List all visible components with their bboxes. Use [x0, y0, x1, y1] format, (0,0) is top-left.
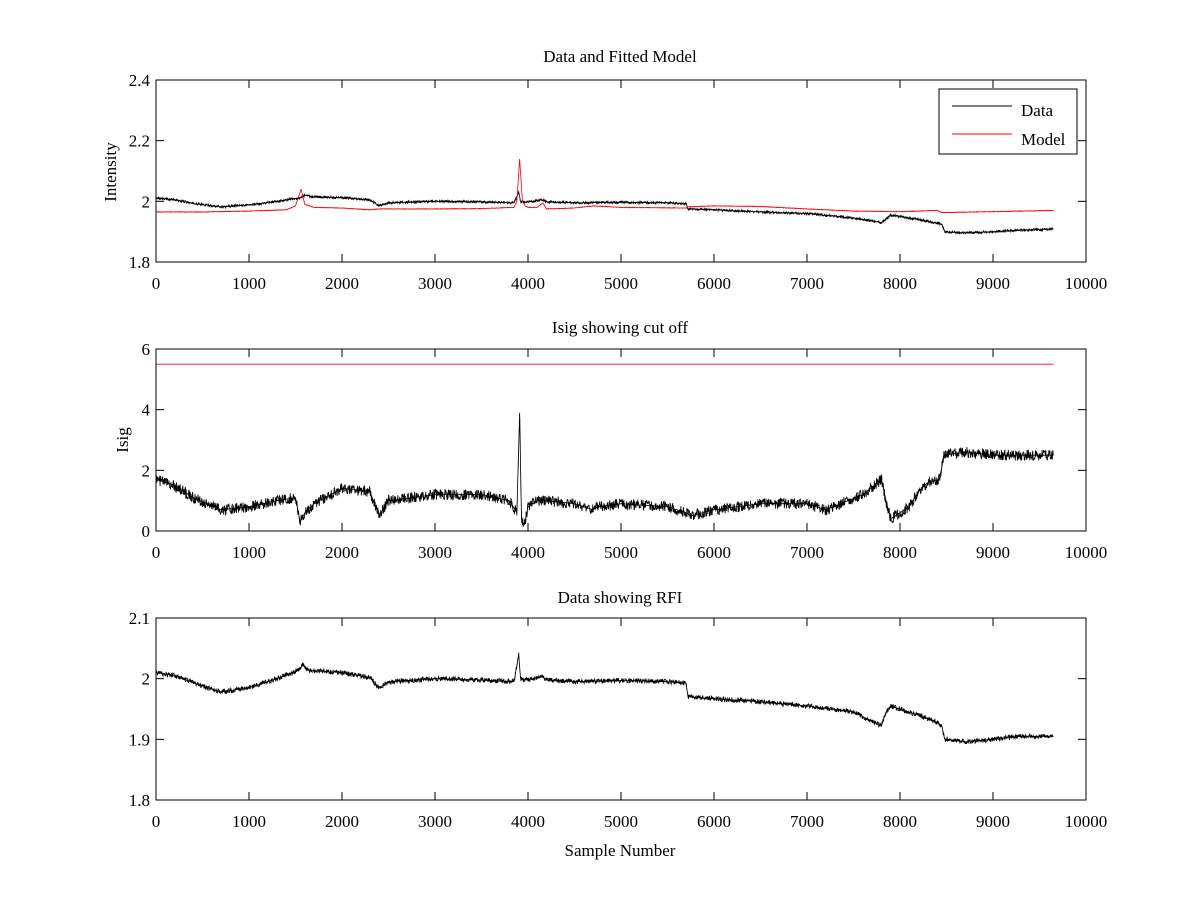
- panel-3-y-tick-label: 1.8: [129, 791, 150, 810]
- panel-3-x-tick-label: 2000: [325, 812, 359, 831]
- panel-1-x-tick-label: 6000: [697, 274, 731, 293]
- chart-legend: Data Model: [938, 88, 1078, 155]
- panel-1-x-tick-label: 7000: [790, 274, 824, 293]
- panel-1-title: Data and Fitted Model: [543, 47, 697, 66]
- panel-3-x-tick-label: 1000: [232, 812, 266, 831]
- panel-3-x-tick-label: 5000: [604, 812, 638, 831]
- panel-3-x-tick-label: 8000: [883, 812, 917, 831]
- panel-2-x-tick-label: 3000: [418, 543, 452, 562]
- panel-1-x-tick-label: 10000: [1065, 274, 1108, 293]
- panel-2-x-tick-label: 1000: [232, 543, 266, 562]
- panel-1-x-tick-label: 5000: [604, 274, 638, 293]
- panel-1-y-tick-label: 1.8: [129, 253, 150, 272]
- panel-1-series-model-line: [155, 158, 1054, 214]
- panel-1-y-axis-label: Intensity: [101, 142, 120, 202]
- panel-3-title: Data showing RFI: [558, 588, 683, 607]
- panel-3-x-tick-label: 0: [152, 812, 161, 831]
- panel-3-x-tick-label: 3000: [418, 812, 452, 831]
- panel-1-x-tick-label: 4000: [511, 274, 545, 293]
- panel-3-plot-area: 0 1000 2000 3000 4000 5000 6000 7000 8000 9000 100…: [129, 609, 1108, 831]
- panel-1: Data and Fitted Model Intensity 0 1000 200…: [101, 47, 1107, 293]
- panel-3-series-data-line: [155, 652, 1054, 745]
- panel-2-plot-area: 0 1000 2000 3000 4000 5000 6000 7000 8000 9000 100…: [142, 340, 1108, 562]
- panel-2-y-tick-label: 2: [142, 461, 151, 480]
- panel-1-x-tick-label: 8000: [883, 274, 917, 293]
- panel-2-x-tick-label: 5000: [604, 543, 638, 562]
- legend-label-model: Model: [1021, 130, 1066, 149]
- panel-2-y-tick-label: 6: [142, 340, 151, 359]
- panel-1-y-tick-label: 2.4: [129, 71, 151, 90]
- panel-2-y-tick-label: 0: [142, 522, 151, 541]
- panel-2-x-tick-label: 4000: [511, 543, 545, 562]
- panel-2: Isig showing cut off Isig 0 1000 2000 3000 4…: [113, 318, 1107, 562]
- panel-1-x-tick-label: 9000: [976, 274, 1010, 293]
- panel-2-x-tick-label: 2000: [325, 543, 359, 562]
- panel-2-y-tick-label: 4: [142, 401, 151, 420]
- panel-1-x-tick-label: 3000: [418, 274, 452, 293]
- panel-3-y-tick-label: 1.9: [129, 730, 150, 749]
- panel-2-x-tick-label: 9000: [976, 543, 1010, 562]
- panel-3-x-tick-label: 4000: [511, 812, 545, 831]
- panel-2-title: Isig showing cut off: [552, 318, 688, 337]
- panel-2-x-tick-label: 0: [152, 543, 161, 562]
- panel-3-x-tick-label: 9000: [976, 812, 1010, 831]
- panel-2-x-tick-label: 10000: [1065, 543, 1108, 562]
- panel-1-x-tick-label: 0: [152, 274, 161, 293]
- panel-1-x-tick-label: 2000: [325, 274, 359, 293]
- panel-2-series-data-line: [155, 412, 1054, 528]
- panel-3-x-tick-label: 6000: [697, 812, 731, 831]
- panel-1-plot-area: 0 1000 2000 3000 4000 5000 6000 7000 8000 9000 100…: [129, 71, 1108, 293]
- panel-1-x-tick-label: 1000: [232, 274, 266, 293]
- legend-box: [938, 88, 1078, 155]
- panel-2-x-tick-label: 7000: [790, 543, 824, 562]
- panel-1-series-data-line: [155, 190, 1054, 235]
- panel-1-y-tick-label: 2.2: [129, 132, 150, 151]
- panel-2-x-tick-label: 8000: [883, 543, 917, 562]
- panel-2-x-tick-label: 6000: [697, 543, 731, 562]
- panel-3-x-axis-label: Sample Number: [565, 841, 676, 860]
- panel-3-y-tick-label: 2.1: [129, 609, 150, 628]
- panel-3-x-tick-label: 10000: [1065, 812, 1108, 831]
- legend-label-data: Data: [1021, 101, 1054, 120]
- panel-1-y-tick-label: 2: [142, 192, 151, 211]
- panel-3: Data showing RFI 0 1000 2000 3000 4000 5000 60…: [129, 588, 1108, 860]
- panel-3-y-tick-label: 2: [142, 670, 151, 689]
- panel-3-x-tick-label: 7000: [790, 812, 824, 831]
- panel-2-y-axis-label: Isig: [113, 427, 132, 453]
